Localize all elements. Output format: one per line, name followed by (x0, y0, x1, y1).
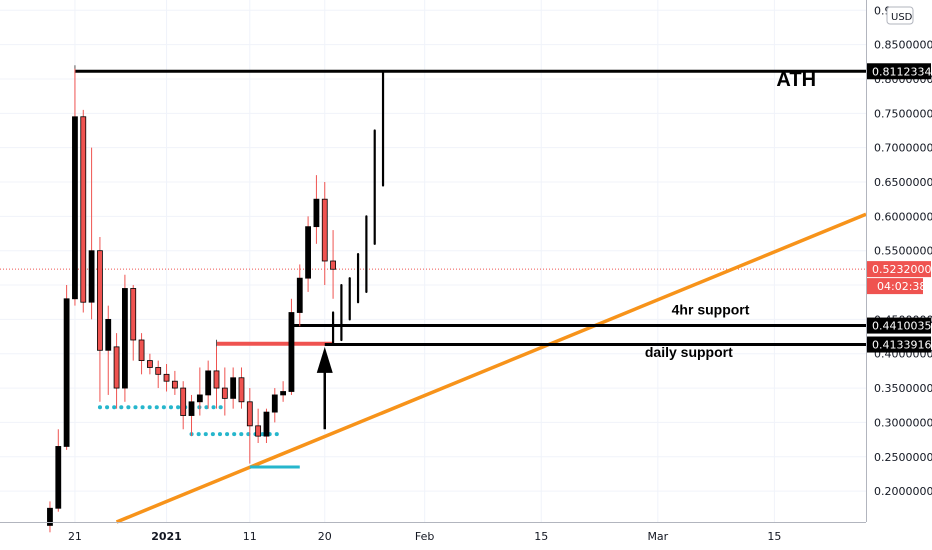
annotation-label: daily support (645, 344, 733, 360)
candle[interactable] (288, 312, 295, 392)
daily-support-price-tag (867, 336, 931, 353)
4hr-support-price-label: 0.44100357 (872, 320, 932, 333)
trendline[interactable] (115, 212, 867, 524)
candle[interactable] (72, 116, 78, 300)
levels-layer (74, 65, 866, 469)
candle[interactable] (47, 507, 53, 526)
candle[interactable] (305, 226, 311, 279)
ath-price-tag (867, 63, 931, 80)
up-arrow-head (316, 346, 333, 373)
annotation-label: 4hr support (672, 302, 750, 318)
x-tick-label: 21 (68, 530, 82, 543)
candle[interactable] (113, 346, 120, 389)
grid-lines (0, 0, 866, 522)
x-tick-label: 2021 (151, 530, 182, 543)
current-price-tag (867, 261, 931, 278)
annotation-label: ATH (776, 69, 816, 91)
currency-badge-label: USD (891, 12, 913, 23)
candle[interactable] (230, 377, 237, 399)
candle[interactable] (321, 198, 328, 262)
candles-layer (47, 68, 336, 533)
candle[interactable] (138, 339, 145, 361)
x-tick-label: Mar (647, 530, 668, 543)
x-tick-label: 15 (767, 530, 781, 543)
candle[interactable] (263, 411, 270, 437)
candle[interactable] (180, 387, 187, 416)
candle[interactable] (80, 116, 87, 303)
candle[interactable] (280, 391, 287, 396)
candle[interactable] (246, 401, 253, 427)
candle[interactable] (205, 370, 212, 396)
x-tick-label: Feb (415, 530, 434, 543)
candle[interactable] (122, 288, 128, 389)
candle[interactable] (221, 387, 228, 399)
candle[interactable] (238, 377, 245, 403)
daily-support-price-label: 0.41339160 (872, 339, 932, 352)
candle[interactable] (155, 367, 162, 375)
ath-price-label: 0.81123349 (872, 65, 932, 78)
candle[interactable] (171, 380, 178, 389)
4hr-support-price-tag (867, 317, 931, 334)
candle[interactable] (213, 370, 220, 389)
countdown-label: 04:02:38 (877, 280, 926, 293)
x-tick-label: 20 (318, 530, 332, 543)
candle[interactable] (296, 277, 303, 313)
time-axis[interactable]: 21 2021 11 20 Feb 15 Mar 15 (0, 522, 866, 544)
candle[interactable] (130, 288, 137, 341)
candle[interactable] (105, 318, 112, 351)
candle[interactable] (163, 373, 170, 382)
candle[interactable] (196, 394, 203, 403)
countdown-tag (867, 278, 923, 295)
candle[interactable] (63, 298, 70, 447)
current-price-label: 0.52320000 (872, 263, 932, 276)
x-tick-label: 11 (243, 530, 257, 543)
trendline-layer (115, 212, 867, 524)
candle[interactable] (271, 394, 278, 413)
candle[interactable] (97, 250, 103, 351)
x-tick-label: 15 (534, 530, 548, 543)
candle[interactable] (146, 360, 153, 368)
candle[interactable] (88, 250, 95, 303)
candle[interactable] (255, 425, 262, 437)
annotations-layer: ATH 4hr support daily support (316, 69, 816, 430)
candle[interactable] (188, 401, 195, 416)
projection-layer (331, 70, 385, 346)
candle[interactable] (313, 198, 320, 228)
candle[interactable] (55, 446, 62, 509)
currency-badge[interactable] (886, 6, 914, 25)
candle[interactable] (330, 260, 336, 270)
